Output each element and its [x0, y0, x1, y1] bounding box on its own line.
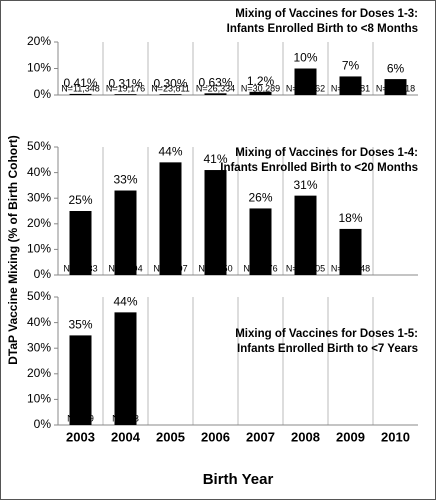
y-axis-label: DTaP Vaccine Mixing (% of Birth Cohort) — [6, 135, 20, 365]
n-label: N=5,594 — [108, 263, 142, 273]
bar — [114, 94, 137, 95]
value-label: 26% — [248, 191, 272, 205]
bar — [159, 162, 182, 275]
n-label: N=45,462 — [286, 83, 325, 93]
value-label: 0.30% — [153, 76, 187, 90]
bar — [204, 170, 227, 275]
bar — [204, 93, 227, 95]
value-label: 31% — [293, 178, 317, 192]
y-tick-label: 40% — [27, 315, 51, 329]
y-tick-label: 30% — [27, 340, 51, 354]
bar — [339, 76, 362, 95]
n-label: N=30,289 — [241, 83, 280, 93]
y-tick-label: 50% — [27, 289, 51, 303]
x-tick-label: 2009 — [336, 429, 365, 444]
y-tick-label: 0% — [34, 87, 52, 101]
panel-title: Mixing of Vaccines for Doses 1-5: — [235, 328, 418, 340]
value-label: 0.41% — [63, 76, 97, 90]
value-label: 10% — [293, 51, 317, 65]
y-tick-label: 20% — [27, 216, 51, 230]
x-tick-label: 2010 — [381, 429, 410, 444]
x-tick-label: 2006 — [201, 429, 230, 444]
value-label: 35% — [68, 318, 92, 332]
y-tick-label: 10% — [27, 61, 51, 75]
bar — [114, 190, 137, 275]
bar — [249, 91, 272, 95]
n-label: N=26,334 — [196, 83, 235, 93]
bar — [339, 228, 362, 275]
n-label: N=38,318 — [376, 83, 415, 93]
n-label: N=5,407 — [153, 263, 187, 273]
bar — [114, 312, 137, 425]
n-label: N=269 — [67, 413, 94, 423]
y-tick-label: 0% — [34, 267, 52, 281]
bar — [69, 335, 92, 425]
y-tick-label: 30% — [27, 190, 51, 204]
panel-title: Mixing of Vaccines for Doses 1-3: — [235, 8, 418, 20]
panel-title: Mixing of Vaccines for Doses 1-4: — [235, 147, 418, 159]
value-label: 44% — [158, 145, 182, 159]
value-label: 33% — [113, 173, 137, 187]
n-label: N=11,348 — [61, 83, 100, 93]
value-label: 25% — [68, 193, 92, 207]
y-tick-label: 20% — [27, 34, 51, 48]
panel-title: Infants Enrolled Birth to <7 Years — [237, 343, 418, 355]
n-label: N=7,276 — [243, 263, 277, 273]
y-tick-label: 40% — [27, 165, 51, 179]
n-label: N=4,933 — [63, 263, 97, 273]
panel-title: Infants Enrolled Birth to <20 Months — [220, 162, 418, 174]
bar — [159, 94, 182, 95]
n-label: N=193 — [112, 413, 139, 423]
x-tick-label: 2007 — [246, 429, 275, 444]
x-tick-label: 2008 — [291, 429, 320, 444]
n-label: N=14,848 — [331, 263, 370, 273]
bar — [69, 93, 92, 95]
bar — [294, 195, 317, 275]
x-tick-label: 2004 — [111, 429, 141, 444]
value-label: 1.2% — [247, 74, 275, 88]
value-label: 18% — [338, 211, 362, 225]
x-axis-label: Birth Year — [203, 471, 274, 488]
y-tick-label: 10% — [27, 392, 51, 406]
n-label: N=23,811 — [151, 83, 190, 93]
panel-title: Infants Enrolled Birth to <8 Months — [227, 23, 418, 35]
bar — [69, 211, 92, 275]
value-label: 7% — [342, 59, 360, 73]
bar — [249, 208, 272, 275]
n-label: N=19,176 — [106, 83, 145, 93]
y-tick-label: 10% — [27, 242, 51, 256]
value-label: 44% — [113, 295, 137, 309]
value-label: 6% — [387, 61, 405, 75]
bar — [384, 79, 407, 95]
bar — [294, 68, 317, 95]
x-tick-label: 2003 — [66, 429, 95, 444]
n-label: N=6,450 — [198, 263, 232, 273]
value-label: 0.31% — [108, 76, 142, 90]
y-tick-label: 0% — [34, 417, 52, 431]
value-label: 41% — [203, 152, 227, 166]
n-label: N=59,381 — [331, 83, 370, 93]
y-tick-label: 50% — [27, 139, 51, 153]
n-label: N=15,005 — [286, 263, 325, 273]
y-tick-label: 20% — [27, 366, 51, 380]
value-label: 0.63% — [198, 76, 232, 90]
x-tick-label: 2005 — [156, 429, 185, 444]
